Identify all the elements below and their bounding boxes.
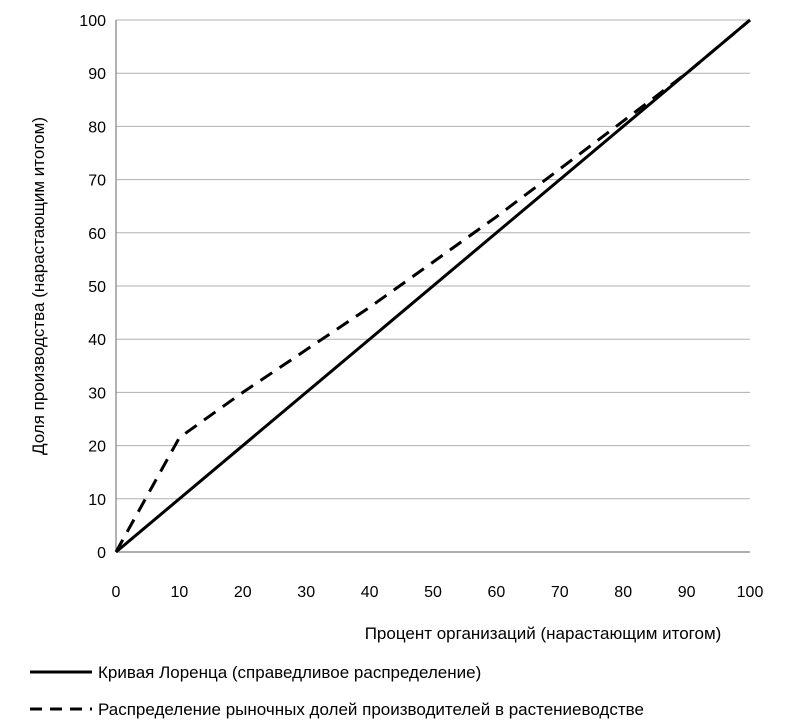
x-tick-label: 70	[551, 584, 569, 601]
gridlines	[116, 19, 750, 500]
y-tick-label: 0	[97, 545, 106, 562]
x-tick-label: 90	[678, 584, 696, 601]
y-tick-label: 10	[88, 492, 106, 509]
x-tick-label: 30	[297, 584, 315, 601]
x-tick-label: 10	[171, 584, 189, 601]
series-lines	[114, 18, 751, 554]
x-tick-label: 60	[488, 584, 506, 601]
y-tick-label: 90	[88, 66, 106, 83]
x-tick-label: 40	[361, 584, 379, 601]
y-tick-label: 80	[88, 119, 106, 136]
y-tick-label: 100	[79, 13, 106, 30]
axes	[115, 20, 750, 553]
legend-label-lorenz: Кривая Лоренца (справедливое распределен…	[98, 663, 481, 682]
y-tick-label: 40	[88, 332, 106, 349]
y-tick-labels: 0 10 20 30 40 50 60 70 80 90 100	[79, 13, 106, 562]
x-tick-label: 50	[424, 584, 442, 601]
series-line-lorenz	[115, 18, 751, 554]
legend-label-market-share: Распределение рыночных долей производите…	[98, 700, 644, 719]
y-tick-label: 70	[88, 173, 106, 190]
x-axis-title: Процент организаций (нарастающим итогом)	[365, 624, 722, 643]
x-tick-label: 100	[737, 584, 764, 601]
x-tick-label: 0	[112, 584, 121, 601]
y-tick-label: 50	[88, 279, 106, 296]
x-tick-labels: 0 10 20 30 40 50 60 70 80 90 100	[112, 584, 764, 601]
y-tick-label: 20	[88, 439, 106, 456]
series-line-market-share	[114, 18, 751, 553]
y-tick-label: 30	[88, 385, 106, 402]
x-tick-label: 20	[234, 584, 252, 601]
y-tick-label: 60	[88, 226, 106, 243]
legend: Кривая Лоренца (справедливое распределен…	[30, 663, 644, 719]
y-axis-title: Доля производства (нарастающим итогом)	[29, 117, 48, 455]
x-tick-label: 80	[614, 584, 632, 601]
